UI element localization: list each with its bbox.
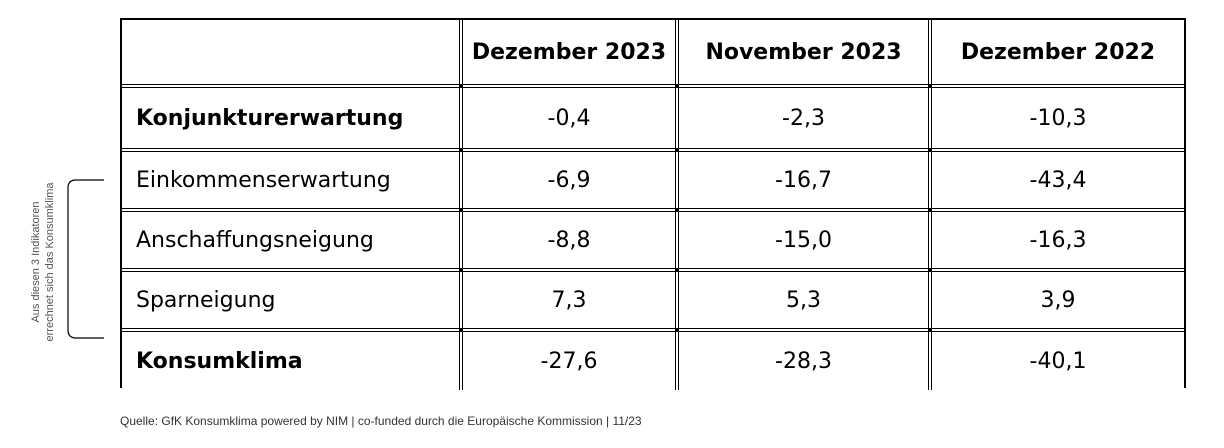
table-cell: -8,8 <box>463 212 675 268</box>
table-cell: -6,9 <box>463 152 675 208</box>
header-cell-empty <box>122 20 459 84</box>
header-cell: November 2023 <box>679 20 928 84</box>
bracket-icon <box>67 179 104 339</box>
table-cell: 5,3 <box>679 272 928 328</box>
row-label: Einkommenserwartung <box>122 152 459 208</box>
table-cell: -10,3 <box>932 88 1184 148</box>
header-cell: Dezember 2022 <box>932 20 1184 84</box>
column-dezember-2022: Dezember 2022 -10,3 -43,4 -16,3 3,9 -40,… <box>928 20 1184 390</box>
header-cell: Dezember 2023 <box>463 20 675 84</box>
column-divider <box>459 20 463 84</box>
table-cell: -16,3 <box>932 212 1184 268</box>
table-cell: -0,4 <box>463 88 675 148</box>
table-cell: -16,7 <box>679 152 928 208</box>
table-cell: 7,3 <box>463 272 675 328</box>
table-cell: -2,3 <box>679 88 928 148</box>
table-cell: -40,1 <box>932 332 1184 390</box>
side-note-line2: errechnet sich das Konsumklima <box>44 182 56 342</box>
row-label: Konsumklima <box>122 332 459 390</box>
source-note: Quelle: GfK Konsumklima powered by NIM |… <box>120 414 642 428</box>
column-divider <box>675 20 679 84</box>
row-label: Anschaffungsneigung <box>122 212 459 268</box>
side-note-line1: Aus diesen 3 Indikatoren <box>30 201 42 323</box>
row-label: Sparneigung <box>122 272 459 328</box>
table-cell: -15,0 <box>679 212 928 268</box>
table-cell: 3,9 <box>932 272 1184 328</box>
table-cell: -43,4 <box>932 152 1184 208</box>
table-cell: -28,3 <box>679 332 928 390</box>
side-note: Aus diesen 3 Indikatoren errechnet sich … <box>29 183 57 342</box>
row-label: Konjunkturerwartung <box>122 88 459 148</box>
table-cell: -27,6 <box>463 332 675 390</box>
